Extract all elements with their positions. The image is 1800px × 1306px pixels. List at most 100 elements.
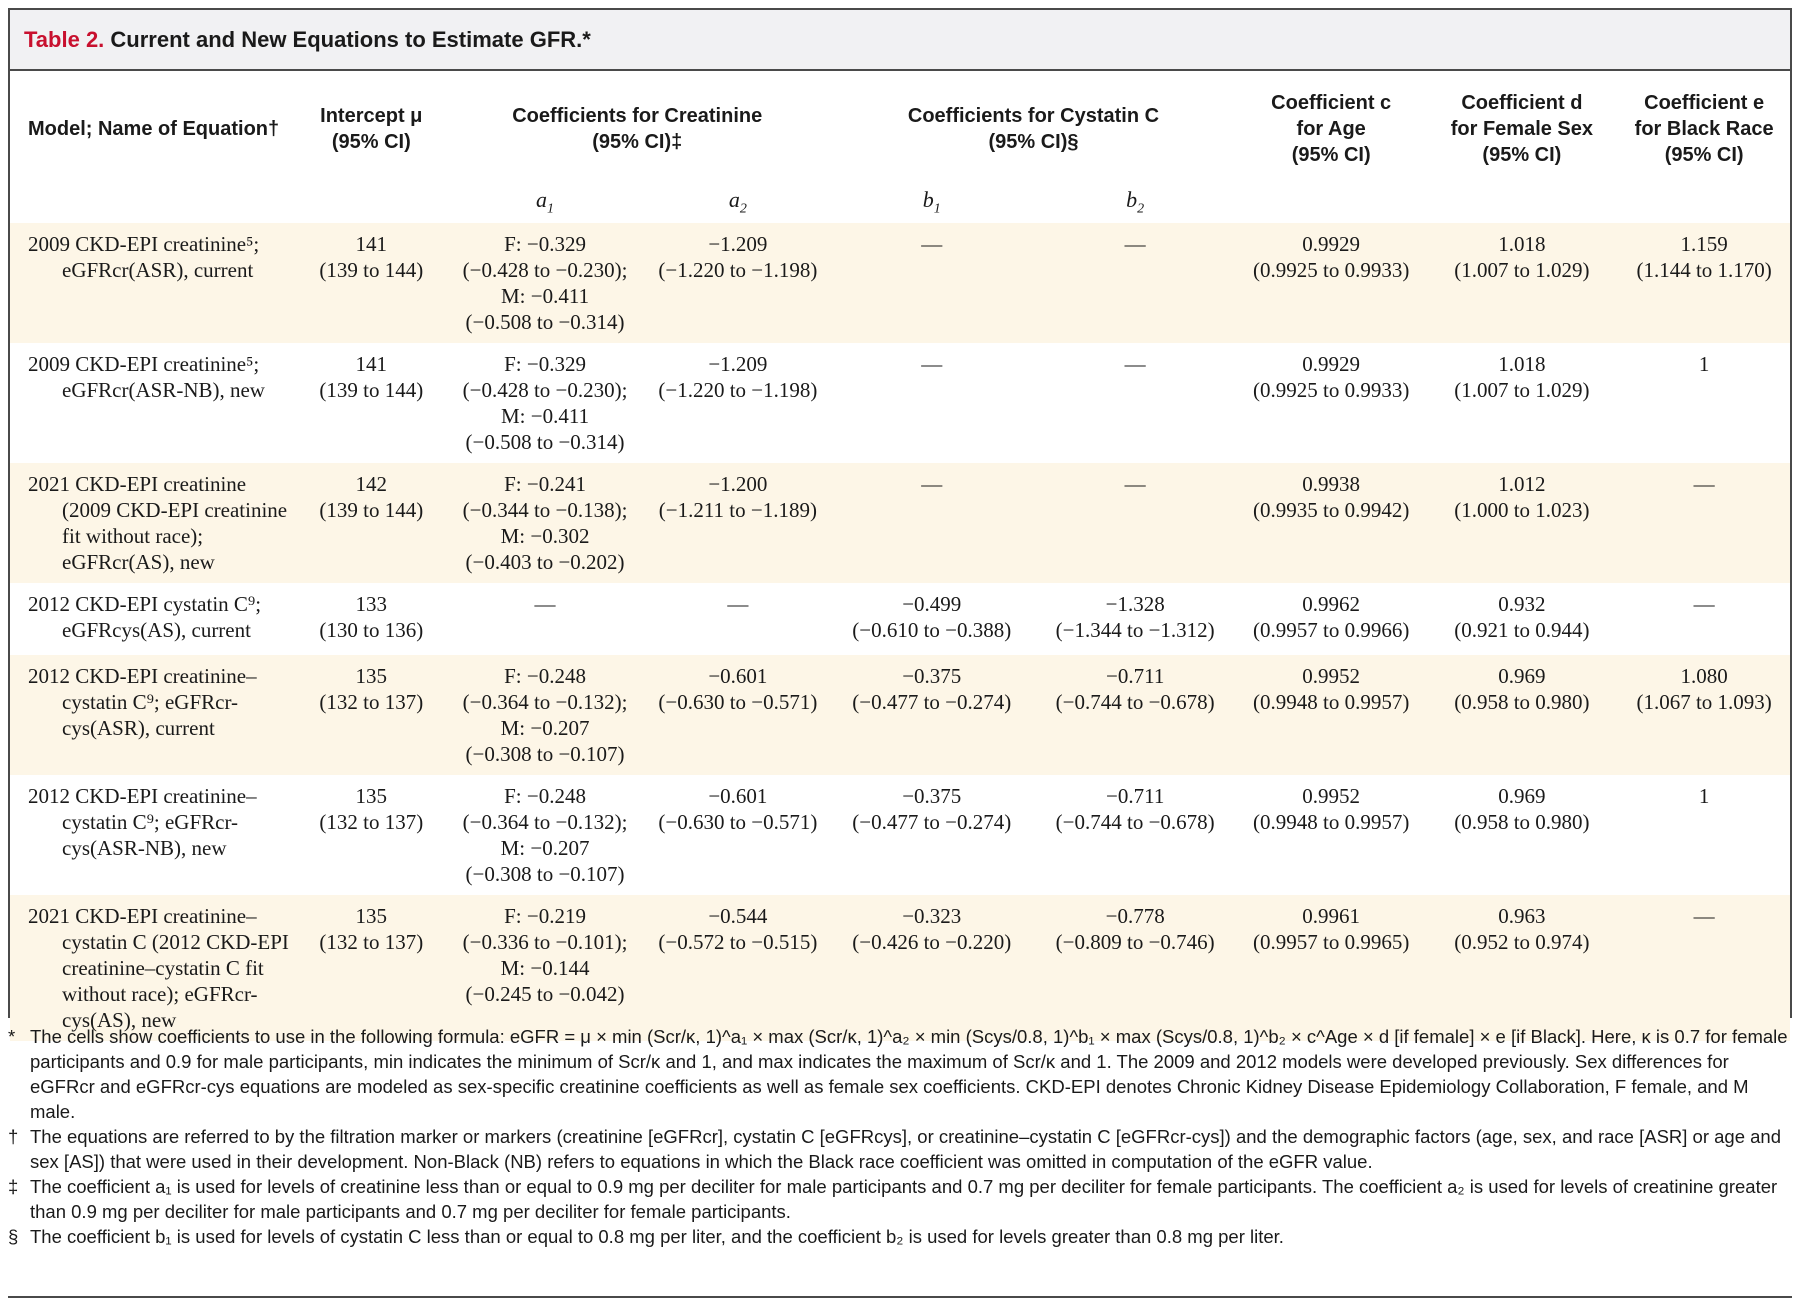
- table-body: 2009 CKD-EPI creatinine⁵; eGFRcr(ASR), cu…: [10, 223, 1790, 1041]
- cell-a2: −1.209 (−1.220 to −1.198): [658, 352, 818, 402]
- cell-d: 1.018 (1.007 to 1.029): [1454, 232, 1590, 282]
- cell-b2: −0.778 (−0.809 to −0.746): [1055, 904, 1215, 954]
- cell-e: 1.159 (1.144 to 1.170): [1636, 232, 1772, 282]
- cell-a2: −1.209 (−1.220 to −1.198): [658, 232, 818, 282]
- cell-mu: 133 (130 to 136): [319, 592, 424, 642]
- cell-mu: 141 (139 to 144): [319, 232, 424, 282]
- subheader-empty: [1237, 187, 1426, 223]
- cell-model: 2012 CKD-EPI creatinine– cystatin C⁹; eGF…: [28, 784, 257, 860]
- header-cystatin: Coefficients for Cystatin C (95% CI)§: [907, 105, 1160, 153]
- cell-b2: −0.711 (−0.744 to −0.678): [1055, 664, 1215, 714]
- cell-b1: —: [921, 472, 943, 496]
- footnote: * The cells show coefficients to use in t…: [8, 1024, 1792, 1124]
- footnote: § The coefficient b₁ is used for levels o…: [8, 1224, 1792, 1249]
- footnote-marker: ‡: [8, 1176, 19, 1197]
- cell-a1: F: −0.241 (−0.344 to −0.138); M: −0.302 (−0…: [462, 472, 628, 574]
- cell-a1: F: −0.219 (−0.336 to −0.101); M: −0.144 (−0…: [462, 904, 628, 1006]
- cell-a1: F: −0.248 (−0.364 to −0.132); M: −0.207 (−0…: [462, 664, 628, 766]
- cell-b1: −0.375 (−0.477 to −0.274): [852, 784, 1012, 834]
- subheader-b1: b1: [922, 187, 941, 217]
- subheader-a2: a2: [728, 187, 747, 217]
- cell-a2: −0.544 (−0.572 to −0.515): [658, 904, 818, 954]
- subheader-empty: [1425, 187, 1618, 223]
- cell-e: 1.080 (1.067 to 1.093): [1636, 664, 1772, 714]
- cell-a1: F: −0.329 (−0.428 to −0.230); M: −0.411 (−0…: [462, 352, 628, 454]
- bottom-rule: [8, 1296, 1792, 1298]
- gfr-equations-table: Model; Name of Equation† Intercept μ (95%…: [10, 71, 1790, 1041]
- cell-e: —: [1693, 592, 1715, 616]
- cell-b2: —: [1124, 232, 1146, 256]
- cell-b1: —: [921, 232, 943, 256]
- table-title: Table 2. Current and New Equations to Es…: [10, 10, 1790, 71]
- cell-model: 2012 CKD-EPI cystatin C⁹; eGFRcys(AS), cu…: [28, 592, 262, 642]
- cell-a1: —: [534, 592, 556, 616]
- cell-mu: 142 (139 to 144): [319, 472, 424, 522]
- cell-mu: 135 (132 to 137): [319, 664, 424, 714]
- footnote: † The equations are referred to by the fi…: [8, 1124, 1792, 1174]
- cell-b2: —: [1124, 352, 1146, 376]
- cell-c: 0.9961 (0.9957 to 0.9965): [1253, 904, 1410, 954]
- footnote-text: The coefficient b₁ is used for levels of…: [30, 1226, 1284, 1247]
- cell-d: 1.018 (1.007 to 1.029): [1454, 352, 1590, 402]
- header-intercept: Intercept μ (95% CI): [320, 105, 423, 153]
- table-row: 2021 CKD-EPI creatinine (2009 CKD-EPI cre…: [10, 463, 1790, 583]
- cell-e: —: [1693, 904, 1715, 928]
- cell-model: 2021 CKD-EPI creatinine– cystatin C (2012…: [28, 904, 289, 1032]
- cell-b2: −1.328 (−1.344 to −1.312): [1055, 592, 1215, 642]
- footnote-marker: *: [8, 1026, 16, 1047]
- cell-b1: —: [921, 352, 943, 376]
- table-row: 2012 CKD-EPI cystatin C⁹; eGFRcys(AS), cu…: [10, 583, 1790, 655]
- cell-model: 2009 CKD-EPI creatinine⁵; eGFRcr(ASR-NB),…: [28, 352, 265, 402]
- header-age: Coefficient c for Age (95% CI): [1271, 92, 1392, 166]
- header-model: Model; Name of Equation†: [28, 118, 280, 140]
- cell-c: 0.9929 (0.9925 to 0.9933): [1253, 232, 1410, 282]
- cell-a1: F: −0.248 (−0.364 to −0.132); M: −0.207 (−0…: [462, 784, 628, 886]
- cell-e: 1: [1698, 784, 1710, 808]
- table-title-text: Current and New Equations to Estimate GF…: [110, 27, 591, 52]
- cell-d: 0.969 (0.958 to 0.980): [1454, 784, 1590, 834]
- table-row: 2009 CKD-EPI creatinine⁵; eGFRcr(ASR), cu…: [10, 223, 1790, 343]
- header-female: Coefficient d for Female Sex (95% CI): [1450, 92, 1594, 166]
- cell-c: 0.9962 (0.9957 to 0.9966): [1253, 592, 1410, 642]
- table-row: 2012 CKD-EPI creatinine– cystatin C⁹; eGF…: [10, 775, 1790, 895]
- subheader-empty: [1618, 187, 1790, 223]
- cell-c: 0.9938 (0.9935 to 0.9942): [1253, 472, 1410, 522]
- cell-b1: −0.375 (−0.477 to −0.274): [852, 664, 1012, 714]
- cell-a2: —: [727, 592, 749, 616]
- cell-d: 1.012 (1.000 to 1.023): [1454, 472, 1590, 522]
- cell-a2: −0.601 (−0.630 to −0.571): [658, 664, 818, 714]
- header-black: Coefficient e for Black Race (95% CI): [1634, 92, 1774, 166]
- table-frame: Table 2. Current and New Equations to Es…: [8, 8, 1792, 1041]
- cell-d: 0.969 (0.958 to 0.980): [1454, 664, 1590, 714]
- subheader-b2: b2: [1126, 187, 1145, 217]
- cell-c: 0.9952 (0.9948 to 0.9957): [1253, 664, 1410, 714]
- cell-model: 2009 CKD-EPI creatinine⁵; eGFRcr(ASR), cu…: [28, 232, 260, 282]
- table-row: 2021 CKD-EPI creatinine– cystatin C (2012…: [10, 895, 1790, 1041]
- cell-c: 0.9929 (0.9925 to 0.9933): [1253, 352, 1410, 402]
- cell-b1: −0.323 (−0.426 to −0.220): [852, 904, 1012, 954]
- cell-mu: 135 (132 to 137): [319, 784, 424, 834]
- footnote-text: The coefficient a₁ is used for levels of…: [30, 1176, 1778, 1222]
- cell-e: 1: [1698, 352, 1710, 376]
- cell-d: 0.963 (0.952 to 0.974): [1454, 904, 1590, 954]
- cell-a1: F: −0.329 (−0.428 to −0.230); M: −0.411 (−0…: [462, 232, 628, 334]
- cell-mu: 135 (132 to 137): [319, 904, 424, 954]
- cell-b2: −0.711 (−0.744 to −0.678): [1055, 784, 1215, 834]
- subheader-empty: [10, 187, 298, 223]
- header-creatinine: Coefficients for Creatinine (95% CI)‡: [512, 105, 763, 153]
- table-row: 2012 CKD-EPI creatinine– cystatin C⁹; eGF…: [10, 655, 1790, 775]
- cell-a2: −0.601 (−0.630 to −0.571): [658, 784, 818, 834]
- footnote-text: The cells show coefficients to use in th…: [30, 1026, 1788, 1122]
- cell-a2: −1.200 (−1.211 to −1.189): [658, 472, 817, 522]
- table-label: Table 2.: [24, 27, 105, 52]
- cell-d: 0.932 (0.921 to 0.944): [1454, 592, 1590, 642]
- table-footnotes: * The cells show coefficients to use in t…: [8, 1024, 1792, 1249]
- cell-b2: —: [1124, 472, 1146, 496]
- footnote: ‡ The coefficient a₁ is used for levels o…: [8, 1174, 1792, 1224]
- subheader-empty: [298, 187, 444, 223]
- footnote-marker: §: [8, 1226, 19, 1247]
- table-row: 2009 CKD-EPI creatinine⁵; eGFRcr(ASR-NB),…: [10, 343, 1790, 463]
- subheader-a1: a1: [536, 187, 555, 217]
- cell-b1: −0.499 (−0.610 to −0.388): [852, 592, 1012, 642]
- footnote-text: The equations are referred to by the fil…: [30, 1126, 1782, 1172]
